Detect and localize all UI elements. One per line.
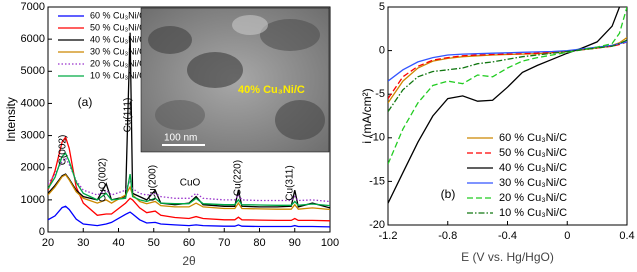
particle <box>155 100 205 130</box>
y-axis-label: Intensity <box>4 97 18 142</box>
x-tick-label: 20 <box>42 237 54 249</box>
panel-label: (b) <box>441 187 456 201</box>
x-tick-label: 0.4 <box>619 230 634 242</box>
y-tick-label: 6000 <box>21 33 45 45</box>
legend-label: 10 % Cu₃Ni/C <box>499 207 567 219</box>
x-tick-label: 100 <box>321 237 339 249</box>
y-tick-label: 0 <box>39 226 45 238</box>
chart: 20 30 40 50 60 70 80 90 100010002000300040005000… <box>4 1 339 268</box>
y-tick-label: -10 <box>369 132 385 144</box>
series-line <box>48 32 330 209</box>
series-line <box>48 152 330 207</box>
x-tick-label: 0 <box>564 230 570 242</box>
x-tick-label: -1.2 <box>379 230 398 242</box>
series-line <box>48 173 330 211</box>
x-tick-label: 90 <box>289 237 301 249</box>
series-line <box>48 205 330 228</box>
legend-label: 40 % Cu₃Ni/C <box>90 34 146 44</box>
peak-label: CuO <box>180 178 201 189</box>
legend-label: 20 % Cu₃Ni/C <box>90 58 146 68</box>
panel-label: (a) <box>78 95 93 109</box>
peak-label: Cu(311) <box>285 165 296 200</box>
legend-label: 20 % Cu₃Ni/C <box>499 192 567 204</box>
series-line <box>48 135 330 222</box>
y-tick-label: 1000 <box>21 194 45 206</box>
peak-label: CuO(002) <box>98 158 109 202</box>
chart: -1.2 -0.8 -0.4 0 0.4 -20 -15 -10 -5 0 5 E (V vs. Hg… <box>360 1 634 264</box>
x-tick-label: 70 <box>218 237 230 249</box>
scale-bar-label: 100 nm <box>164 133 197 144</box>
legend-label: 60 % Cu₃Ni/C <box>499 132 567 144</box>
particle <box>187 52 243 88</box>
legend-label: 30 % Cu₃Ni/C <box>499 177 567 189</box>
y-tick-label: 7000 <box>21 1 45 13</box>
background <box>232 15 268 35</box>
x-tick-label: 50 <box>148 237 160 249</box>
particle <box>275 100 325 140</box>
peak-label: Cu(220) <box>233 160 244 196</box>
x-tick-label: 80 <box>253 237 265 249</box>
peak-label: Cu(200) <box>148 165 159 201</box>
series-line <box>388 39 627 112</box>
y-tick-label: 4000 <box>21 97 45 109</box>
y-tick-label: 0 <box>379 45 385 57</box>
y-tick-label: 5 <box>379 1 385 13</box>
x-tick-label: 40 <box>112 237 124 249</box>
x-tick-label: -0.8 <box>438 230 457 242</box>
x-tick-label: 30 <box>77 237 89 249</box>
peak-label: C(002) <box>58 135 69 166</box>
x-tick-label: 60 <box>183 237 195 249</box>
legend-label: 50 % Cu₃Ni/C <box>499 147 567 159</box>
series-line <box>388 41 627 99</box>
particle <box>260 19 320 51</box>
x-axis-label: 2θ <box>182 254 196 267</box>
x-tick-label: -0.4 <box>498 230 517 242</box>
plot-frame <box>387 6 628 226</box>
y-tick-label: -15 <box>369 175 385 187</box>
series-line <box>48 157 330 203</box>
plot-frame <box>47 6 331 233</box>
y-tick-label: 2000 <box>21 162 45 174</box>
y-tick-label: 5000 <box>21 65 45 77</box>
y-tick-label: 3000 <box>21 129 45 141</box>
inset-image: 100 nm 40% Cu₃Ni/C <box>140 7 330 153</box>
series-line <box>388 7 621 204</box>
x-axis-label: E (V vs. Hg/HgO) <box>461 250 554 264</box>
legend-label: 30 % Cu₃Ni/C <box>90 46 146 56</box>
particle <box>148 26 192 54</box>
series-line <box>388 7 627 165</box>
legend-label: 40 % Cu₃Ni/C <box>499 162 567 174</box>
y-tick-label: -5 <box>375 88 385 100</box>
inset-label: 40% Cu₃Ni/C <box>238 84 305 96</box>
legend-label: 50 % Cu₃Ni/C <box>90 22 146 32</box>
legend-label: 60 % Cu₃Ni/C <box>90 10 146 20</box>
y-tick-label: -20 <box>369 219 385 231</box>
y-axis-label: i (mA/cm²) <box>360 88 374 143</box>
peak-label: Cu(111) <box>123 98 134 133</box>
legend-label: 10 % Cu₃Ni/C <box>90 70 146 80</box>
